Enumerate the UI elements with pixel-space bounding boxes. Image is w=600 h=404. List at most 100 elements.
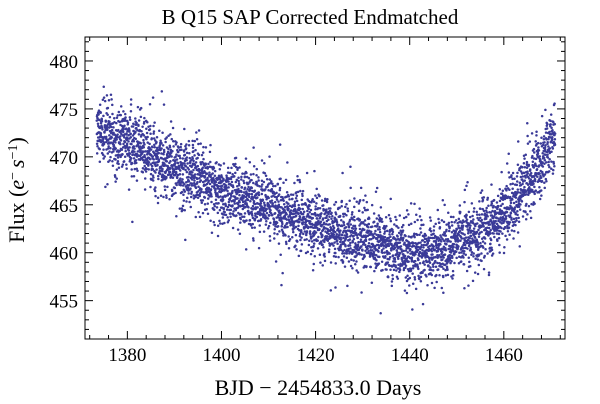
data-point <box>282 181 285 184</box>
data-point <box>497 232 501 236</box>
data-point <box>389 197 392 201</box>
data-point <box>177 164 181 168</box>
data-point <box>182 166 185 170</box>
data-point <box>510 218 513 221</box>
data-point <box>177 150 180 154</box>
data-point <box>489 228 492 232</box>
data-point <box>332 233 336 236</box>
data-point <box>179 169 182 172</box>
data-point <box>333 247 337 251</box>
data-point <box>512 192 515 195</box>
data-point <box>476 222 479 225</box>
data-point <box>215 206 219 209</box>
data-point <box>317 214 320 217</box>
data-point <box>482 267 486 271</box>
data-point <box>152 137 156 140</box>
data-point <box>478 216 482 220</box>
data-point <box>409 202 413 205</box>
data-point <box>252 146 255 149</box>
data-point <box>405 279 409 283</box>
data-point <box>327 232 330 236</box>
data-point <box>534 140 537 143</box>
data-point <box>393 260 397 263</box>
data-point <box>240 178 243 181</box>
data-point <box>136 129 139 132</box>
data-point <box>257 176 260 179</box>
data-point <box>324 223 328 226</box>
data-point <box>183 127 186 131</box>
data-point <box>115 168 119 171</box>
data-point <box>342 255 346 258</box>
data-point <box>104 120 108 123</box>
data-point <box>168 155 171 159</box>
y-axis-label-suffix: ) <box>4 137 29 144</box>
data-point <box>231 204 234 207</box>
data-point <box>170 189 174 193</box>
data-point <box>299 189 302 193</box>
data-point <box>352 215 356 219</box>
data-point <box>168 197 171 201</box>
data-point <box>194 166 198 169</box>
data-point <box>476 258 480 261</box>
data-point <box>296 174 299 178</box>
data-point <box>550 126 553 130</box>
data-point <box>458 229 462 233</box>
data-point <box>447 221 451 225</box>
data-point <box>282 231 285 235</box>
data-point <box>438 273 441 277</box>
data-point <box>220 176 224 179</box>
data-point <box>434 260 437 263</box>
data-point <box>394 246 397 249</box>
data-point <box>388 252 391 255</box>
data-point <box>106 147 110 150</box>
data-point <box>348 238 352 241</box>
data-point <box>226 171 230 174</box>
data-point <box>286 161 289 164</box>
data-point <box>353 205 356 209</box>
data-point <box>269 221 272 225</box>
data-point <box>396 251 399 254</box>
data-point <box>101 128 104 131</box>
data-point <box>249 224 253 227</box>
data-point <box>333 216 337 220</box>
data-point <box>130 168 133 171</box>
data-point <box>99 132 103 135</box>
data-point <box>484 209 488 212</box>
data-point <box>111 103 114 107</box>
data-point <box>469 264 472 268</box>
data-point <box>512 201 516 205</box>
data-point <box>377 262 381 265</box>
data-point <box>213 223 216 227</box>
data-point <box>367 222 371 226</box>
data-point <box>546 156 550 159</box>
data-point <box>467 210 471 214</box>
data-point <box>134 130 137 134</box>
data-point <box>379 312 382 315</box>
data-point <box>147 168 150 171</box>
data-point <box>375 186 379 190</box>
data-point <box>158 129 161 133</box>
data-point <box>482 196 486 199</box>
data-point <box>314 231 318 234</box>
data-point <box>462 256 465 259</box>
data-point <box>260 179 264 182</box>
data-point <box>217 185 220 188</box>
data-point <box>168 170 172 174</box>
data-point <box>135 179 139 182</box>
data-point <box>293 200 297 203</box>
data-point <box>322 221 326 224</box>
data-point <box>471 237 474 240</box>
data-point <box>183 209 186 212</box>
data-point <box>366 247 369 251</box>
data-point <box>503 245 506 249</box>
data-point <box>284 226 287 229</box>
data-point <box>116 156 120 159</box>
data-point <box>179 183 183 187</box>
data-point <box>252 181 255 185</box>
data-point <box>546 141 549 144</box>
data-point <box>523 179 527 182</box>
data-point <box>371 249 374 252</box>
data-point <box>268 178 272 181</box>
